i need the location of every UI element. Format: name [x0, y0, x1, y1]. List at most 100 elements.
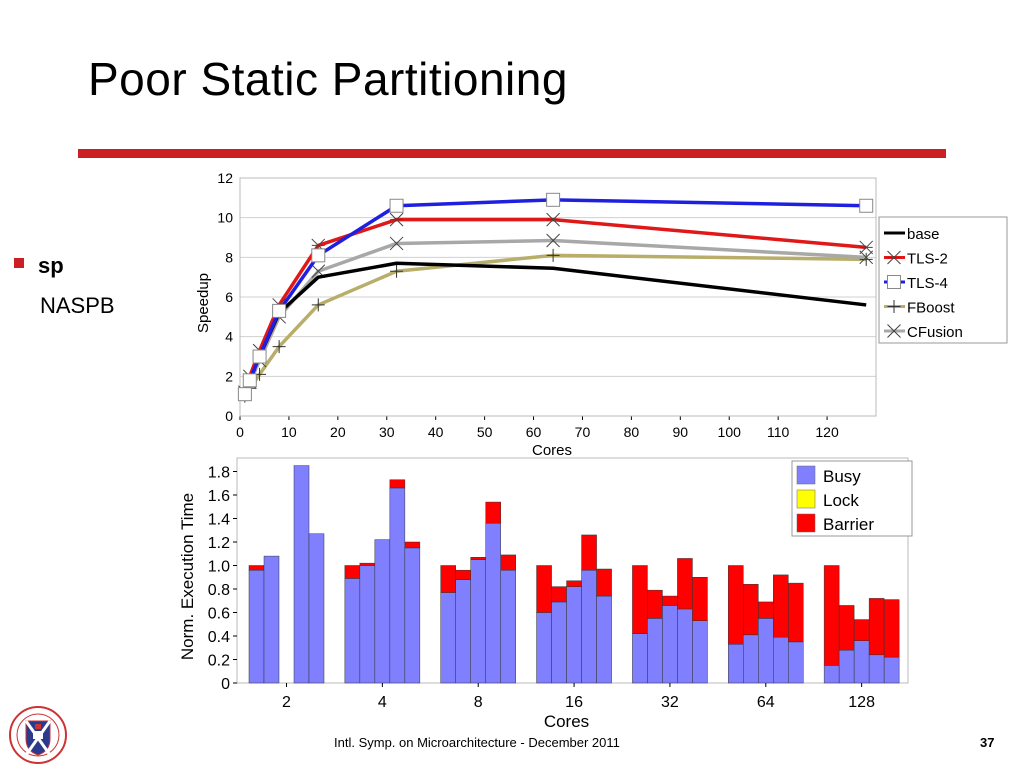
bar-segment-barrier — [868, 598, 885, 656]
y-axis-label: Speedup — [195, 273, 212, 333]
bar-segment-busy — [566, 586, 582, 684]
bar-segment-busy — [662, 605, 678, 684]
x-tick-label: 120 — [815, 424, 839, 440]
x-tick-label: 60 — [526, 424, 542, 440]
y-tick-label: 4 — [225, 329, 233, 345]
data-point-marker — [272, 340, 286, 354]
data-point-marker — [546, 212, 560, 227]
data-point-marker — [389, 236, 404, 251]
x-tick-label: 100 — [718, 424, 742, 440]
legend-label: TLS-4 — [907, 275, 948, 292]
y-tick-label: 0.2 — [208, 653, 230, 670]
x-tick-label: 110 — [767, 424, 790, 440]
bar-segment-barrier — [823, 565, 840, 666]
bar-segment-busy — [470, 559, 486, 684]
y-tick-label: 1.2 — [208, 535, 230, 552]
x-tick-label: 128 — [848, 694, 875, 711]
bar-segment-busy — [344, 578, 361, 684]
data-point-marker — [546, 248, 560, 262]
bar-segment-barrier — [500, 554, 516, 571]
bar-segment-barrier — [758, 601, 774, 619]
data-point-marker — [887, 300, 901, 313]
series-line-CFusion — [243, 238, 867, 395]
data-point-marker — [546, 192, 561, 207]
bar-segment-busy — [551, 601, 567, 684]
series-line-TLS-2 — [243, 217, 867, 393]
bar-segment-busy — [868, 654, 885, 684]
bar-segment-barrier — [788, 582, 804, 643]
legend-label: Lock — [823, 491, 859, 510]
x-tick-label: 32 — [661, 694, 679, 711]
data-point-marker — [389, 212, 404, 227]
y-tick-label: 12 — [217, 170, 233, 186]
bar-segment-barrier — [359, 562, 376, 566]
bar-segment-barrier — [581, 534, 597, 571]
bar-segment-busy — [248, 569, 265, 684]
bullet-title: sp — [38, 253, 64, 278]
data-point-marker — [887, 250, 901, 265]
bar-segment-barrier — [662, 595, 678, 606]
plot-frame — [239, 177, 877, 417]
bar-segment-busy — [308, 533, 325, 684]
bar-segment-barrier — [404, 541, 421, 549]
data-point-marker — [887, 324, 901, 338]
bar-segment-busy — [728, 643, 744, 684]
bullet-marker — [14, 258, 24, 268]
x-tick-label: 30 — [379, 424, 395, 440]
y-tick-label: 0 — [221, 676, 230, 693]
bar-segment-busy — [440, 592, 456, 684]
bar-segment-busy — [838, 649, 855, 684]
legend-label: TLS-2 — [907, 251, 948, 268]
bar-segment-barrier — [728, 565, 744, 645]
bar-segment-busy — [455, 579, 471, 684]
x-tick-label: 4 — [378, 694, 387, 711]
x-tick-label: 8 — [474, 694, 483, 711]
data-point-marker — [546, 233, 560, 248]
bar-segment-barrier — [455, 569, 471, 580]
bar-segment-barrier — [853, 619, 870, 641]
bar-segment-barrier — [344, 565, 361, 579]
bar-segment-busy — [581, 569, 597, 684]
page-number: 37 — [980, 735, 995, 750]
data-point-marker — [242, 373, 257, 388]
bar-segment-busy — [758, 618, 774, 684]
bar-segment-barrier — [677, 558, 693, 610]
x-tick-label: 64 — [757, 694, 775, 711]
x-tick-label: 0 — [236, 424, 244, 440]
x-tick-label: 50 — [477, 424, 493, 440]
series-line-FBoost — [243, 253, 867, 398]
data-point-marker — [859, 250, 874, 265]
university-seal-logo — [9, 706, 67, 764]
legend-label: CFusion — [907, 324, 963, 341]
x-tick-label: 70 — [575, 424, 591, 440]
bar-segment-busy — [788, 641, 804, 684]
data-point-marker — [859, 252, 873, 266]
bar-segment-barrier — [743, 584, 759, 636]
bar-segment-barrier — [566, 580, 582, 587]
bar-segment-busy — [485, 522, 501, 684]
bar-segment-busy — [883, 656, 900, 684]
y-tick-label: 1.0 — [208, 559, 230, 576]
bar-segment-busy — [677, 608, 693, 684]
data-point-marker — [311, 248, 326, 263]
bar-segment-barrier — [389, 479, 406, 489]
y-tick-label: 8 — [225, 249, 233, 265]
bar-segment-barrier — [551, 586, 567, 603]
bar-segment-busy — [692, 620, 708, 684]
data-point-marker — [237, 387, 252, 402]
legend-label: FBoost — [907, 300, 955, 317]
y-tick-label: 0.4 — [208, 629, 230, 646]
y-tick-label: 2 — [225, 368, 233, 384]
data-point-marker — [311, 298, 325, 312]
y-tick-label: 1.6 — [208, 488, 230, 505]
x-tick-label: 10 — [281, 424, 297, 440]
legend-swatch — [796, 465, 816, 485]
x-axis-label: Cores — [532, 442, 572, 459]
bar-segment-barrier — [647, 589, 663, 619]
bar-segment-barrier — [596, 568, 612, 597]
bar-segment-busy — [500, 569, 516, 684]
data-point-marker — [390, 264, 404, 278]
legend-swatch — [796, 489, 816, 509]
